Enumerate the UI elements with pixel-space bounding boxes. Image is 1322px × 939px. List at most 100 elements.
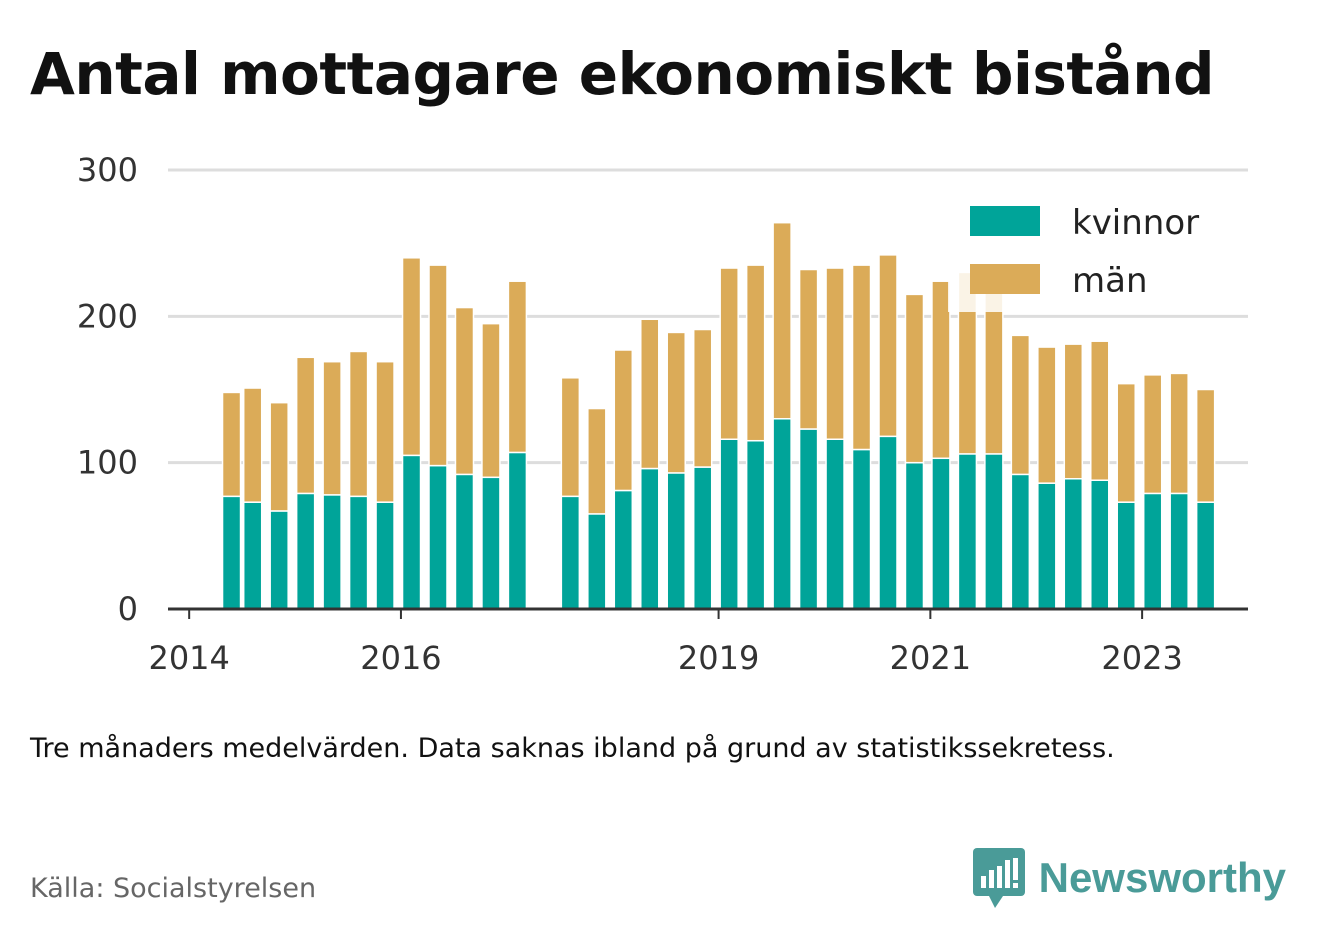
bar-kvinnor	[851, 448, 872, 610]
bar-man	[1142, 374, 1163, 495]
bar-man	[772, 221, 792, 420]
bar-kvinnor	[798, 428, 819, 610]
bar-kvinnor	[825, 438, 845, 610]
bar-kvinnor	[666, 472, 686, 610]
bar-man	[587, 407, 607, 515]
bar-kvinnor	[719, 438, 739, 610]
bar-man	[507, 280, 528, 454]
bar-kvinnor	[1169, 492, 1189, 610]
bar-group	[798, 268, 819, 610]
bar-kvinnor	[1063, 478, 1084, 610]
bar-man	[481, 322, 501, 479]
x-tick-label: 2019	[678, 639, 759, 677]
bar-man	[1195, 388, 1216, 503]
bar-man	[640, 318, 660, 470]
bar-man	[1063, 343, 1084, 480]
bar-kvinnor	[428, 464, 448, 610]
bar-kvinnor	[481, 476, 501, 610]
bar-group	[428, 264, 448, 610]
y-tick-label: 100	[77, 444, 138, 482]
bar-group	[666, 331, 686, 610]
bar-man	[666, 331, 686, 474]
bar-group	[507, 280, 528, 610]
bar-kvinnor	[401, 454, 422, 610]
bar-group	[904, 293, 925, 610]
bar-group	[242, 387, 263, 610]
x-axis-labels: 2014 2016 2019 2021 2023	[148, 639, 1182, 677]
bar-kvinnor	[745, 439, 766, 610]
bar-kvinnor	[984, 453, 1004, 610]
bar-man	[348, 350, 369, 498]
x-tick-label: 2021	[890, 639, 971, 677]
bar-man	[745, 264, 766, 442]
bar-man	[904, 293, 925, 464]
bar-kvinnor	[1037, 482, 1057, 610]
bar-group	[878, 254, 898, 610]
bar-group	[825, 267, 845, 610]
bar-man	[825, 267, 845, 441]
bar-group	[692, 328, 713, 610]
bar-group	[1142, 374, 1163, 610]
bar-group	[454, 306, 475, 610]
bar-man	[931, 280, 951, 460]
bar-man	[322, 360, 342, 496]
x-axis	[168, 607, 1248, 619]
bar-kvinnor	[242, 501, 263, 610]
bar-man	[269, 401, 289, 512]
bar-man	[692, 328, 713, 468]
bar-man	[878, 254, 898, 438]
bar-group	[613, 349, 634, 610]
bar-group	[401, 257, 422, 610]
bar-group	[269, 401, 289, 610]
newsworthy-brand[interactable]: Newsworthy	[972, 848, 1286, 908]
bar-man	[613, 349, 634, 492]
bar-kvinnor	[560, 495, 581, 610]
bar-group	[221, 391, 242, 610]
bar-kvinnor	[772, 418, 792, 610]
bar-kvinnor	[1195, 501, 1216, 610]
y-tick-label: 200	[77, 297, 138, 335]
legend-swatch-kvinnor	[970, 206, 1040, 236]
bar-kvinnor	[878, 435, 898, 610]
bar-group	[587, 407, 607, 610]
bar-group	[1063, 343, 1084, 610]
bar-man	[375, 360, 395, 503]
bar-man	[242, 387, 263, 503]
bar-kvinnor	[957, 453, 978, 610]
bar-kvinnor	[348, 495, 369, 610]
bar-group	[984, 280, 1004, 610]
bar-kvinnor	[322, 494, 342, 610]
bar-kvinnor	[454, 473, 475, 610]
chart-note: Tre månaders medelvärden. Data saknas ib…	[30, 733, 1115, 764]
bar-kvinnor	[613, 489, 634, 610]
x-tick-label: 2023	[1101, 639, 1182, 677]
bar-kvinnor	[1142, 492, 1163, 610]
bar-man	[401, 257, 422, 457]
bar-kvinnor	[221, 495, 242, 610]
bar-kvinnor	[295, 492, 316, 610]
bar-group	[772, 221, 792, 610]
bar-kvinnor	[1010, 473, 1031, 610]
bar-kvinnor	[1116, 501, 1136, 610]
bar-group	[1010, 334, 1031, 610]
bar-man	[1090, 340, 1110, 481]
bar-group	[640, 318, 660, 610]
bar-group	[348, 350, 369, 610]
newsworthy-logo-icon	[972, 848, 1025, 908]
y-tick-label: 300	[77, 151, 138, 189]
x-tick-label: 2014	[148, 639, 229, 677]
bar-man	[454, 306, 475, 476]
bar-man	[295, 356, 316, 495]
bar-man	[719, 267, 739, 441]
chart-title: Antal mottagare ekonomiskt bistånd	[30, 40, 1215, 108]
bar-kvinnor	[507, 451, 528, 610]
bar-man	[428, 264, 448, 467]
bar-group	[1116, 382, 1136, 610]
brand-name: Newsworthy	[1038, 854, 1286, 901]
bar-group	[719, 267, 739, 610]
bar-man	[1116, 382, 1136, 503]
bar-group	[851, 264, 872, 610]
bar-group	[745, 264, 766, 610]
bar-group	[560, 377, 581, 610]
bar-kvinnor	[904, 461, 925, 610]
